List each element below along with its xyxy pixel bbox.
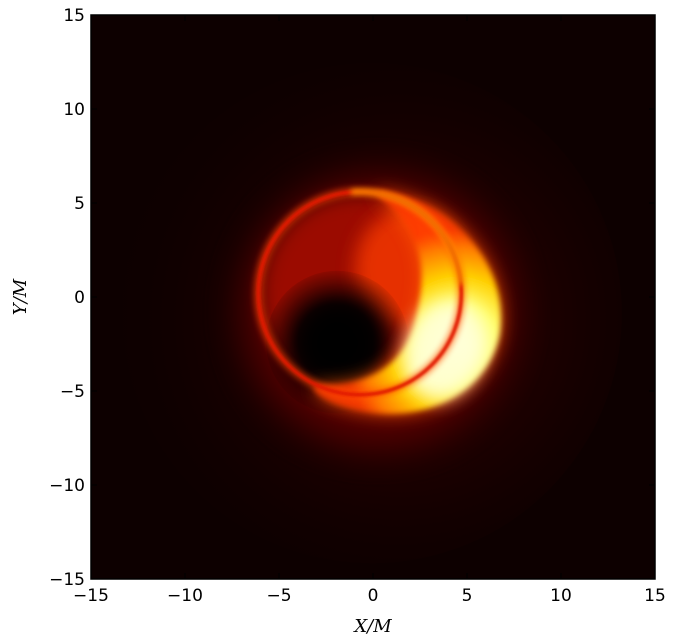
y-tick-label: 10 bbox=[63, 100, 85, 120]
x-tick-label: 10 bbox=[550, 586, 572, 606]
y-tick-label: −15 bbox=[49, 570, 85, 590]
x-axis-tick-labels: −15 −10 −5 0 5 10 15 bbox=[73, 586, 666, 606]
y-tick-label: −5 bbox=[60, 382, 85, 402]
x-tick-label: −5 bbox=[266, 586, 291, 606]
y-axis-label: Y/M bbox=[10, 278, 31, 315]
x-tick-label: 5 bbox=[462, 586, 473, 606]
emission-structure bbox=[121, 63, 622, 564]
y-tick-label: 5 bbox=[74, 194, 85, 214]
heatmap-image bbox=[91, 15, 655, 579]
photon-ring-bright-arc bbox=[350, 189, 464, 285]
x-axis-ticks bbox=[90, 15, 656, 579]
x-tick-label: 0 bbox=[368, 586, 379, 606]
y-axis-tick-labels: −15 −10 −5 0 5 10 15 bbox=[49, 6, 85, 590]
x-axis-label: X/M bbox=[352, 616, 392, 637]
y-axis-ticks bbox=[91, 14, 655, 580]
y-tick-label: 0 bbox=[74, 288, 85, 308]
y-tick-label: 15 bbox=[63, 6, 85, 26]
black-hole-shadow bbox=[297, 302, 381, 386]
x-tick-label: −15 bbox=[73, 586, 109, 606]
y-tick-label: −10 bbox=[49, 476, 85, 496]
x-tick-label: 15 bbox=[644, 586, 666, 606]
x-tick-label: −10 bbox=[167, 586, 203, 606]
